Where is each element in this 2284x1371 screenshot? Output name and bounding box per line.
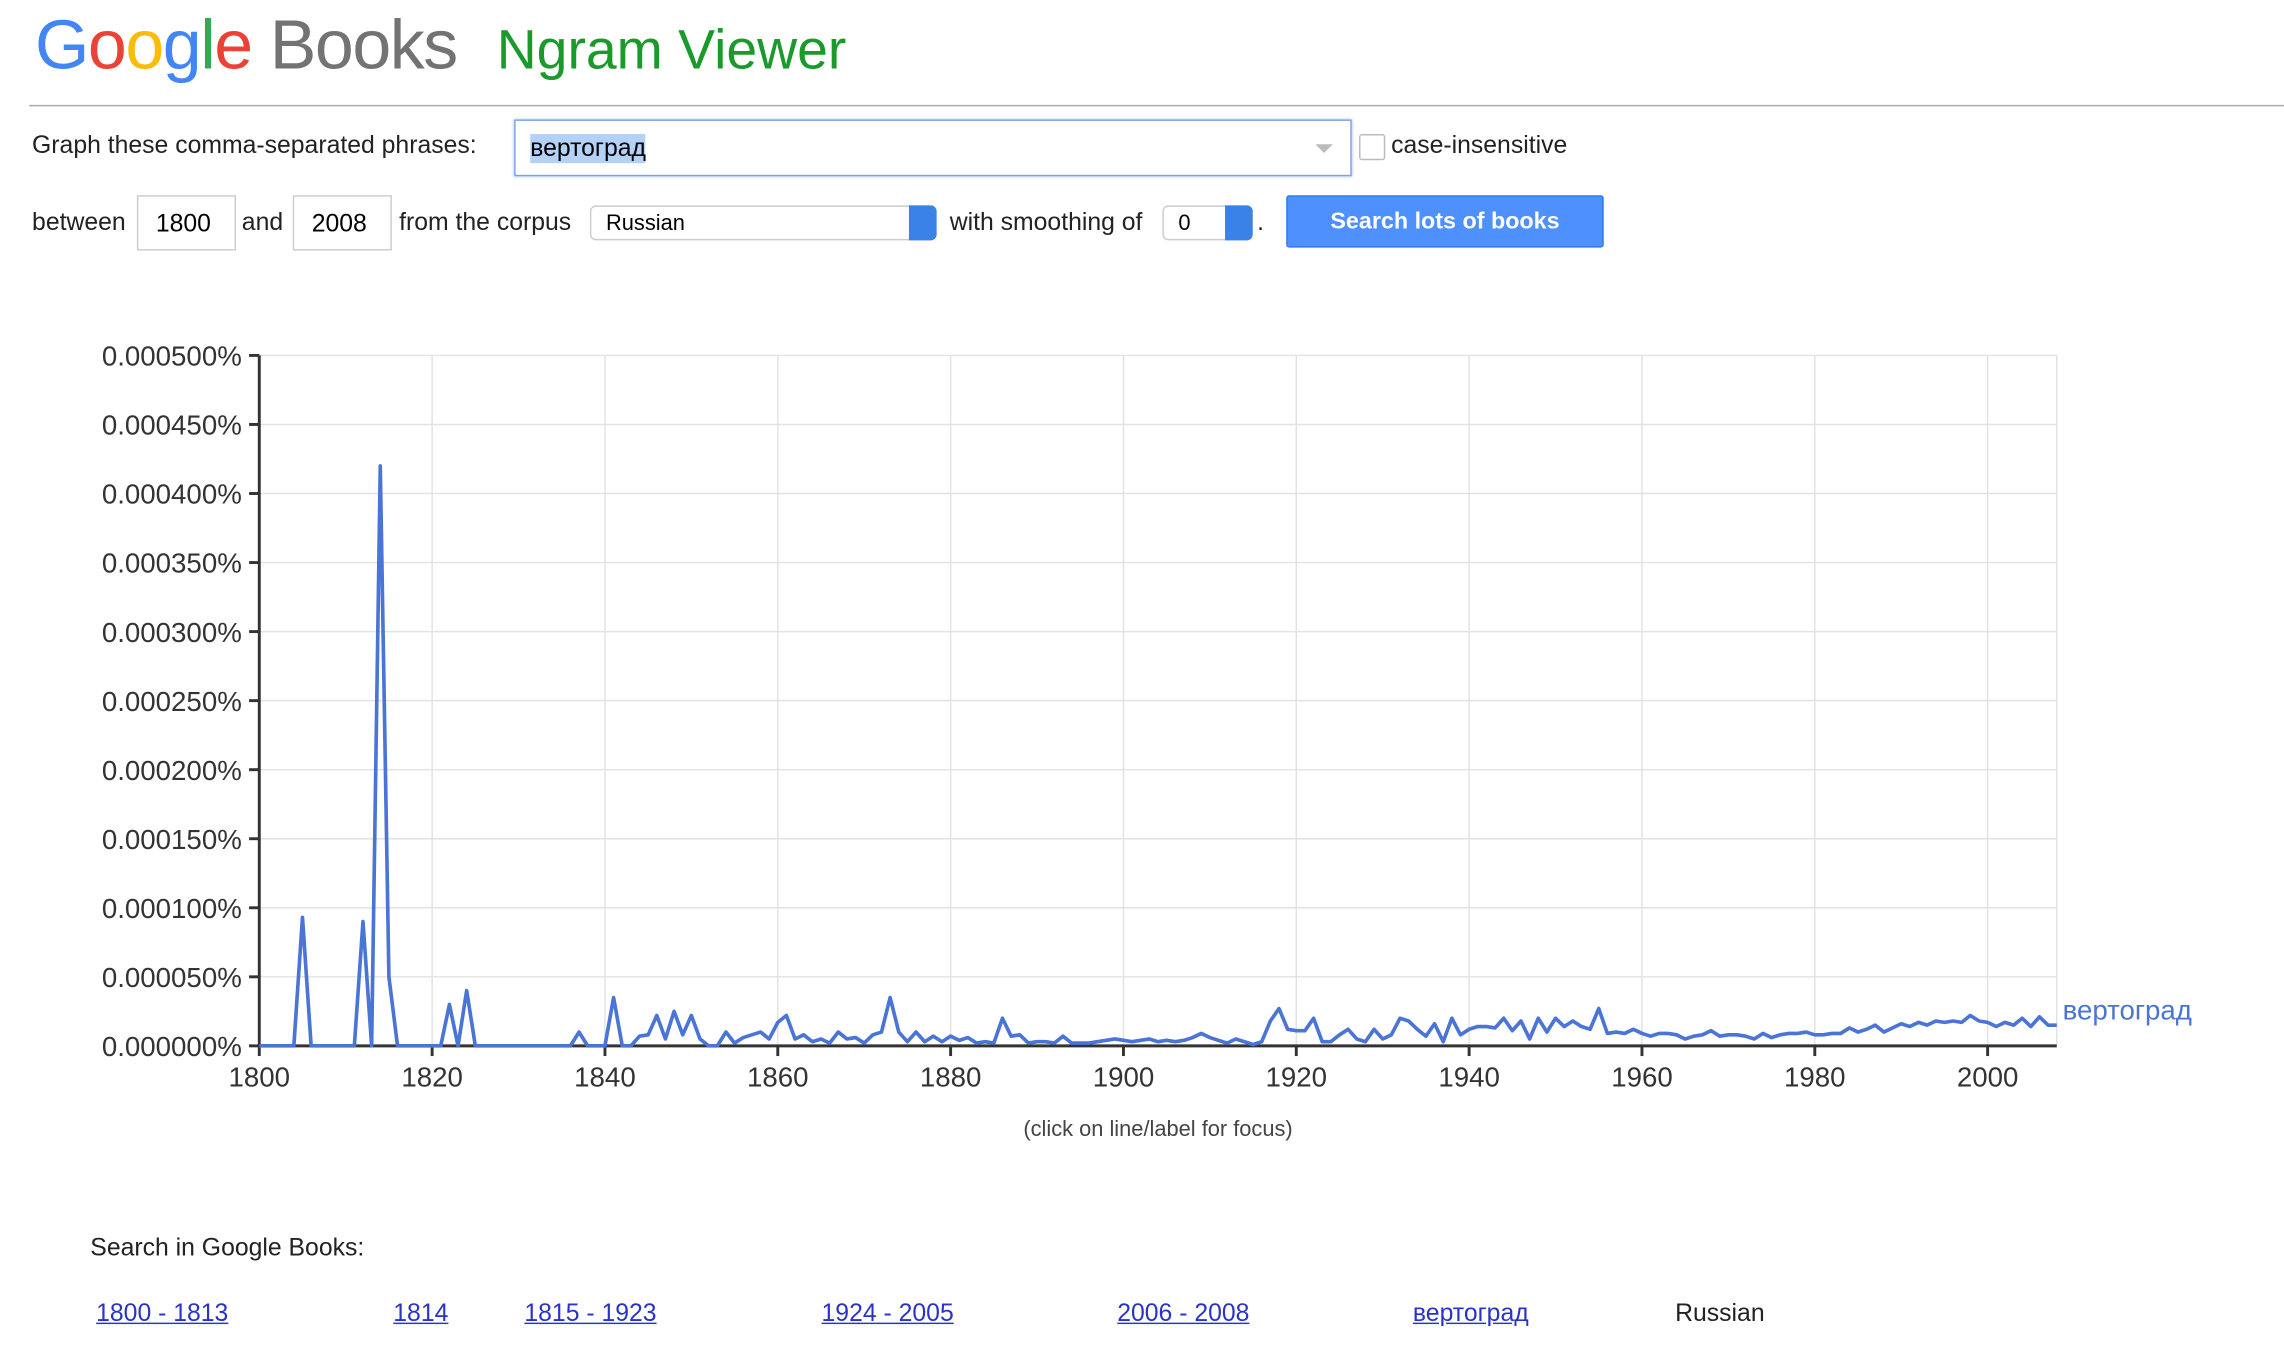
between-label: between <box>32 208 126 236</box>
x-tick-label: 1940 <box>1438 1062 1500 1093</box>
books-link[interactable]: 1924 - 2005 <box>821 1299 954 1327</box>
x-tick-label: 1960 <box>1611 1062 1673 1093</box>
y-tick-label: 0.000100% <box>102 893 242 924</box>
end-year-input[interactable]: 2008 <box>292 195 392 251</box>
series-label: вертоград <box>2063 994 2192 1025</box>
y-tick-label: 0.000200% <box>102 755 242 786</box>
x-tick-label: 1800 <box>229 1062 291 1093</box>
select-arrows <box>1225 205 1253 241</box>
x-tick-label: 1840 <box>574 1062 636 1093</box>
books-link[interactable]: вертоград <box>1412 1299 1529 1327</box>
logo-google: Google <box>34 7 253 85</box>
y-tick-label: 0.000250% <box>102 686 242 717</box>
x-tick-label: 1880 <box>920 1062 982 1093</box>
case-checkbox[interactable] <box>1359 134 1386 161</box>
chart-note: (click on line/label for focus) <box>1023 1116 1292 1141</box>
corpus-label: from the corpus <box>399 208 572 236</box>
x-tick-label: 1980 <box>1784 1062 1846 1093</box>
search-books-label: Search in Google Books: <box>90 1233 365 1262</box>
y-tick-label: 0.000050% <box>102 962 242 993</box>
start-year-input[interactable]: 1800 <box>136 195 236 251</box>
period: . <box>1257 208 1264 236</box>
corpus-value: Russian <box>605 211 685 236</box>
select-arrows <box>908 205 937 241</box>
x-tick-label: 1920 <box>1266 1062 1328 1093</box>
smoothing-value: 0 <box>1178 211 1191 236</box>
smoothing-select[interactable]: 0 <box>1162 205 1253 241</box>
y-tick-label: 0.000000% <box>102 1031 242 1062</box>
phrases-input[interactable]: вертоград <box>514 119 1352 177</box>
footer-corpus: Russian <box>1675 1299 1765 1327</box>
phrases-label: Graph these comma-separated phrases: <box>32 131 477 159</box>
x-tick-label: 1900 <box>1093 1062 1155 1093</box>
product-name: Ngram Viewer <box>496 20 847 82</box>
x-tick-label: 2000 <box>1957 1062 2019 1093</box>
x-tick-label: 1820 <box>401 1062 463 1093</box>
y-tick-label: 0.000300% <box>102 617 242 648</box>
and-label: and <box>241 208 284 236</box>
logo: Google Books <box>34 6 459 86</box>
phrases-text: вертоград <box>530 134 646 164</box>
books-link[interactable]: 1815 - 1923 <box>524 1299 657 1327</box>
x-tick-label: 1860 <box>747 1062 809 1093</box>
smoothing-label: with smoothing of <box>949 208 1143 236</box>
search-button[interactable]: Search lots of books <box>1286 195 1604 248</box>
y-tick-label: 0.000450% <box>102 410 242 441</box>
corpus-select[interactable]: Russian <box>589 205 937 241</box>
books-link[interactable]: 2006 - 2008 <box>1117 1299 1250 1327</box>
series-line <box>259 464 2057 1048</box>
dropdown-arrow <box>1315 144 1333 153</box>
logo-books: Books <box>269 7 459 85</box>
books-link[interactable]: 1800 - 1813 <box>96 1299 229 1327</box>
y-tick-label: 0.000350% <box>102 548 242 579</box>
y-tick-label: 0.000150% <box>102 824 242 855</box>
divider <box>29 104 2284 107</box>
books-link[interactable]: 1814 <box>393 1299 449 1327</box>
y-tick-label: 0.000400% <box>102 479 242 510</box>
case-label: case-insensitive <box>1391 131 1568 159</box>
y-tick-label: 0.000500% <box>102 341 242 372</box>
chart: 0.000000% 0.000050% 0.000100% 0.000150% 0.00… <box>102 341 2192 1142</box>
